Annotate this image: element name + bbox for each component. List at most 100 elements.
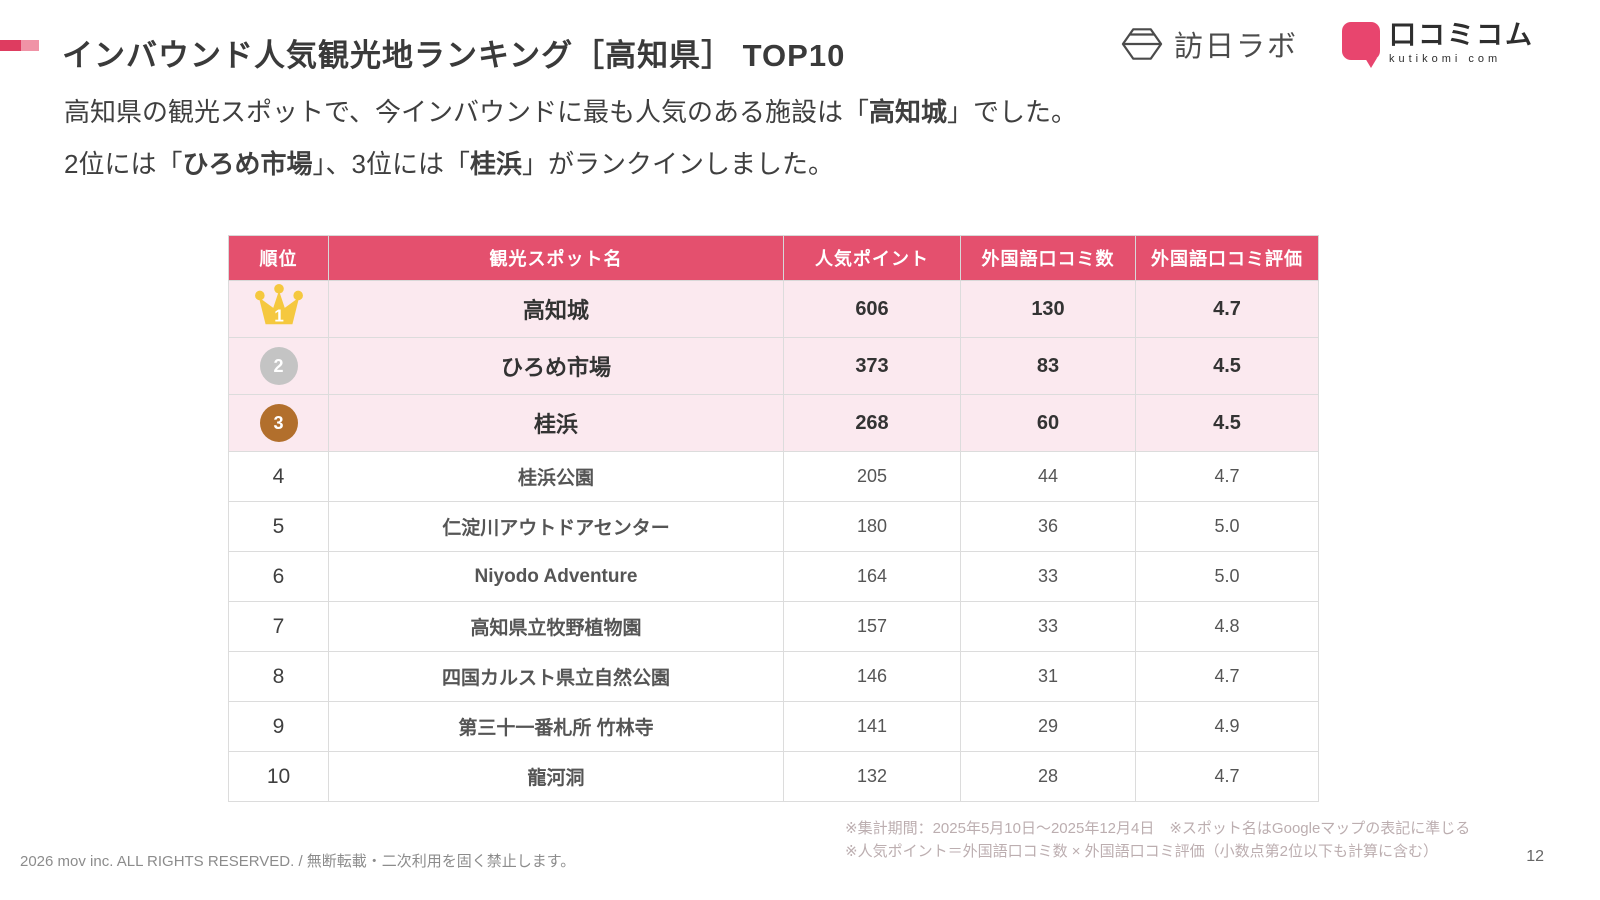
rank-number: 8: [272, 664, 285, 688]
reviews-count: 31: [960, 651, 1136, 702]
rank-cell: 4 4 4: [228, 451, 329, 502]
rank-cell: 9 9 9: [228, 701, 329, 752]
footnotes: ※集計期間：2025年5月10日〜2025年12月4日 ※スポット名はGoogl…: [845, 817, 1470, 863]
spot-name: 四国カルスト県立自然公園: [328, 651, 784, 702]
spot-name: 高知城: [328, 280, 784, 338]
rank-number: 4: [272, 464, 285, 488]
lead-segment: 高知県の観光スポットで、今インバウンドに最も人気のある施設は「: [64, 97, 869, 127]
rank-cell: 2 2 2: [228, 337, 329, 395]
table-row: 3 3 3 桂浜 268 60 4.5: [228, 394, 1319, 452]
reviews-count: 29: [960, 701, 1136, 752]
kutikomi-logo-main: 口コミコム: [1389, 20, 1534, 50]
col-header-reviews: 外国語口コミ数: [960, 235, 1136, 281]
spot-name: 高知県立牧野植物園: [328, 601, 784, 652]
rank-number: 6: [272, 564, 285, 588]
rank-cell: 1 1 1: [228, 280, 329, 338]
spot-name: 桂浜: [328, 394, 784, 452]
footnote-line-2: ※人気ポイント＝外国語口コミ数 × 外国語口コミ評価（小数点第2位以下も計算に含…: [845, 843, 1439, 860]
points-value: 157: [783, 601, 961, 652]
points-value: 373: [783, 337, 961, 395]
lead-segment: 高知城: [868, 97, 947, 127]
ranking-table: 順位 観光スポット名 人気ポイント 外国語口コミ数 外国語口コミ評価: [228, 235, 1319, 802]
rank-cell: 3 3 3: [228, 394, 329, 452]
spot-name: ひろめ市場: [328, 337, 784, 395]
rating-value: 4.5: [1135, 394, 1319, 452]
lead-segment: 2位には「: [64, 149, 183, 179]
reviews-count: 60: [960, 394, 1136, 452]
spot-name: 龍河洞: [328, 751, 784, 802]
lead-line-1: 高知県の観光スポットで、今インバウンドに最も人気のある施設は「高知城」でした。: [64, 86, 1077, 138]
table-row: 10 10 10 龍河洞 132 28 4.7: [228, 751, 1319, 802]
lead-segment: 」、3位には「: [312, 149, 470, 179]
rank-cell: 8 8 8: [228, 651, 329, 702]
hexagon-icon: [1121, 27, 1163, 60]
points-value: 141: [783, 701, 961, 752]
rating-value: 4.5: [1135, 337, 1319, 395]
table-row: 9 9 9 第三十一番札所 竹林寺 141 29 4.9: [228, 701, 1319, 752]
table-header-row: 順位 観光スポット名 人気ポイント 外国語口コミ数 外国語口コミ評価: [228, 235, 1319, 281]
rank-number: 7: [272, 614, 285, 638]
points-value: 205: [783, 451, 961, 502]
points-value: 180: [783, 501, 961, 552]
rating-value: 4.9: [1135, 701, 1319, 752]
lead-segment: ひろめ市場: [182, 149, 313, 179]
table-row: 5 5 5 仁淀川アウトドアセンター 180 36 5.0: [228, 501, 1319, 552]
rank-number: 9: [272, 714, 285, 738]
page-title: インバウンド人気観光地ランキング［高知県］ TOP10: [62, 38, 846, 73]
accent-dash-dark: [0, 40, 21, 51]
points-value: 146: [783, 651, 961, 702]
reviews-count: 83: [960, 337, 1136, 395]
table-row: 8 8 8 四国カルスト県立自然公園 146 31 4.7: [228, 651, 1319, 702]
kutikomi-logo-text: 口コミコム kutikomi com: [1389, 22, 1534, 65]
title-accent-bar: [0, 40, 39, 51]
speech-bubble-icon: [1342, 22, 1380, 68]
rank-cell: 7 7 7: [228, 601, 329, 652]
table-row: 6 6 6 Niyodo Adventure 164 33 5.0: [228, 551, 1319, 602]
rating-value: 4.7: [1135, 280, 1319, 338]
col-header-rank: 順位: [228, 235, 329, 281]
rank-badge: 2: [259, 347, 298, 385]
reviews-count: 130: [960, 280, 1136, 338]
lead-segment: 」でした。: [946, 97, 1077, 127]
rank-cell: 10 10 10: [228, 751, 329, 802]
lead-segment: 」がランクインしました。: [521, 149, 834, 179]
table-row: 1 1 1 高知城 606 130 4.7: [228, 280, 1319, 338]
footnote-line-1: ※集計期間：2025年5月10日〜2025年12月4日 ※スポット名はGoogl…: [845, 820, 1471, 837]
points-value: 606: [783, 280, 961, 338]
spot-name: Niyodo Adventure: [328, 551, 784, 602]
reviews-count: 33: [960, 551, 1136, 602]
kutikomi-logo: 口コミコム kutikomi com: [1342, 22, 1534, 68]
reviews-count: 44: [960, 451, 1136, 502]
page-number: 12: [1526, 848, 1544, 865]
rank-badge: 3: [259, 404, 298, 442]
crown-icon: 1: [252, 283, 306, 329]
col-header-rating: 外国語口コミ評価: [1135, 235, 1319, 281]
spot-name: 第三十一番札所 竹林寺: [328, 701, 784, 752]
rank-number: 10: [266, 764, 291, 788]
accent-dash-light: [21, 40, 39, 51]
rating-value: 4.7: [1135, 751, 1319, 802]
lead-line-2: 2位には「ひろめ市場」、3位には「桂浜」がランクインしました。: [64, 138, 1077, 190]
reviews-count: 33: [960, 601, 1136, 652]
copyright: 2026 mov inc. ALL RIGHTS RESERVED. / 無断転…: [20, 853, 576, 870]
table-row: 4 4 4 桂浜公園 205 44 4.7: [228, 451, 1319, 502]
reviews-count: 28: [960, 751, 1136, 802]
rating-value: 5.0: [1135, 551, 1319, 602]
reviews-count: 36: [960, 501, 1136, 552]
points-value: 132: [783, 751, 961, 802]
lead-text: 高知県の観光スポットで、今インバウンドに最も人気のある施設は「高知城」でした。 …: [64, 86, 1077, 190]
rating-value: 4.8: [1135, 601, 1319, 652]
table-row: 7 7 7 高知県立牧野植物園 157 33 4.8: [228, 601, 1319, 652]
points-value: 268: [783, 394, 961, 452]
rank-number: 5: [272, 514, 285, 538]
header-logos: 訪日ラボ 口コミコム kutikomi com: [1120, 22, 1534, 68]
col-header-spot: 観光スポット名: [328, 235, 784, 281]
houjitsulab-logo: 訪日ラボ: [1120, 23, 1298, 65]
rating-value: 5.0: [1135, 501, 1319, 552]
col-header-points: 人気ポイント: [783, 235, 961, 281]
lead-segment: 桂浜: [469, 149, 522, 179]
rating-value: 4.7: [1135, 451, 1319, 502]
houjitsulab-logo-text: 訪日ラボ: [1173, 30, 1298, 63]
rating-value: 4.7: [1135, 651, 1319, 702]
